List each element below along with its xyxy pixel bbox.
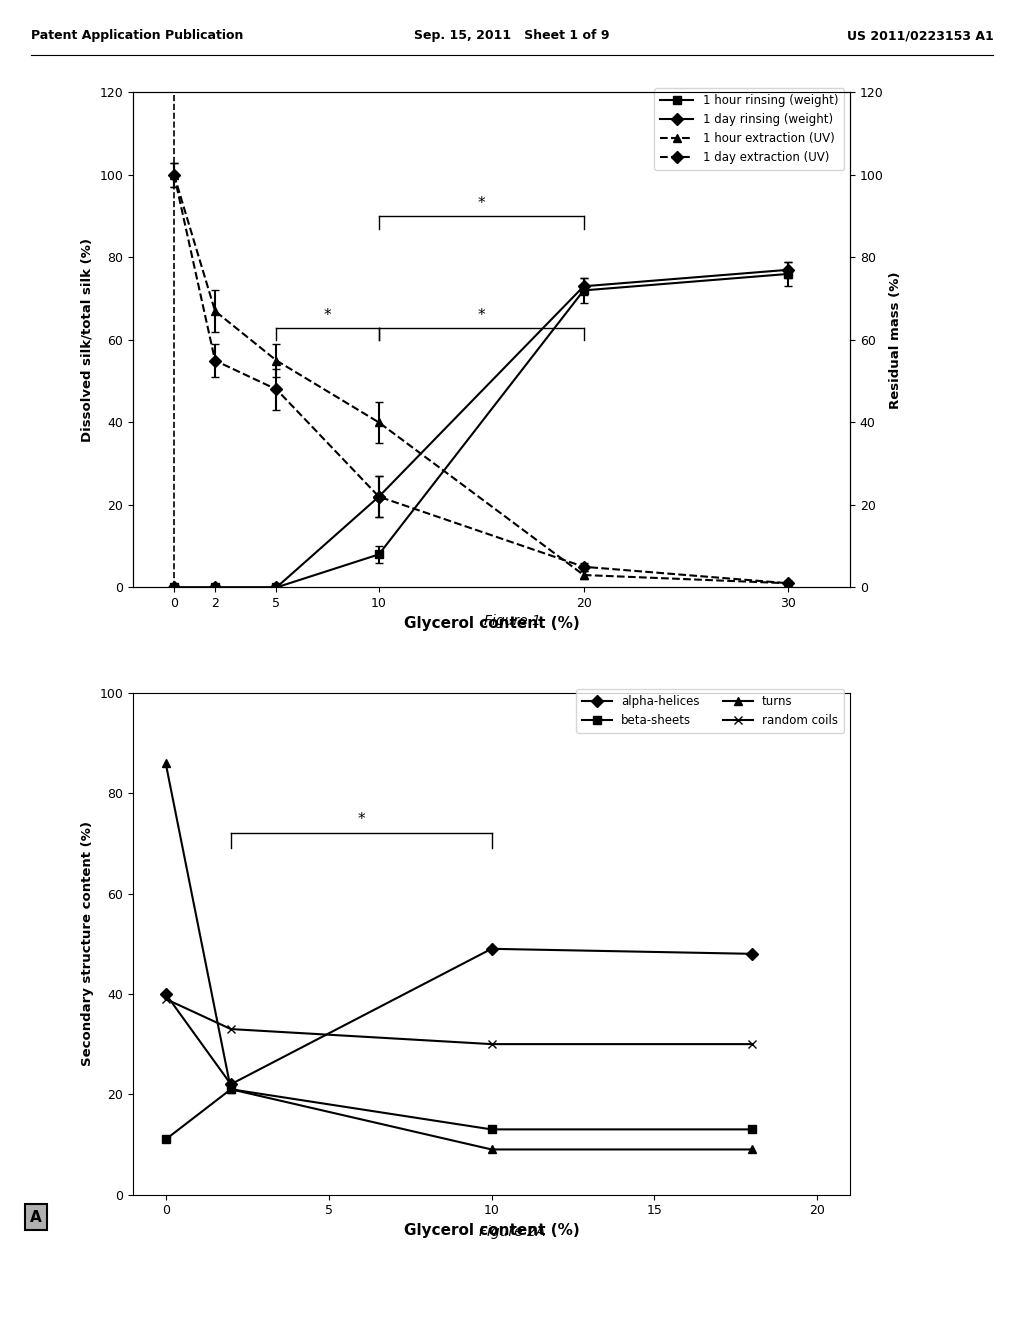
turns [746,1142,759,1158]
alpha-helices [485,941,498,957]
X-axis label: Glycerol content (%): Glycerol content (%) [403,615,580,631]
Text: US 2011/0223153 A1: US 2011/0223153 A1 [847,29,993,42]
random coils [746,1036,759,1052]
Line: turns: turns [162,759,757,1154]
turns [485,1142,498,1158]
Y-axis label: Residual mass (%): Residual mass (%) [889,271,902,409]
Text: Figure 1: Figure 1 [483,614,541,628]
Y-axis label: Secondary structure content (%): Secondary structure content (%) [81,821,94,1067]
Text: Figure 2A: Figure 2A [479,1225,545,1239]
alpha-helices [746,946,759,962]
Y-axis label: Dissolved silk/total silk (%): Dissolved silk/total silk (%) [81,238,94,442]
Legend: alpha-helices, beta-sheets, turns, random coils: alpha-helices, beta-sheets, turns, rando… [577,689,844,733]
random coils [224,1022,237,1038]
alpha-helices [224,1076,237,1092]
Text: Sep. 15, 2011   Sheet 1 of 9: Sep. 15, 2011 Sheet 1 of 9 [415,29,609,42]
random coils [485,1036,498,1052]
beta-sheets [160,1131,172,1147]
Text: *: * [324,308,332,322]
random coils [160,991,172,1007]
Legend: 1 hour rinsing (weight), 1 day rinsing (weight), 1 hour extraction (UV), 1 day e: 1 hour rinsing (weight), 1 day rinsing (… [654,88,844,170]
Text: *: * [477,308,485,322]
beta-sheets [224,1081,237,1097]
Line: beta-sheets: beta-sheets [162,1085,757,1143]
turns [224,1081,237,1097]
Text: *: * [357,812,365,828]
beta-sheets [746,1122,759,1138]
Text: Patent Application Publication: Patent Application Publication [31,29,243,42]
Text: A: A [30,1209,42,1225]
alpha-helices [160,986,172,1002]
X-axis label: Glycerol content (%): Glycerol content (%) [403,1222,580,1238]
turns [160,755,172,771]
Line: alpha-helices: alpha-helices [162,945,757,1089]
beta-sheets [485,1122,498,1138]
Line: random coils: random coils [162,995,757,1048]
Text: *: * [477,197,485,211]
